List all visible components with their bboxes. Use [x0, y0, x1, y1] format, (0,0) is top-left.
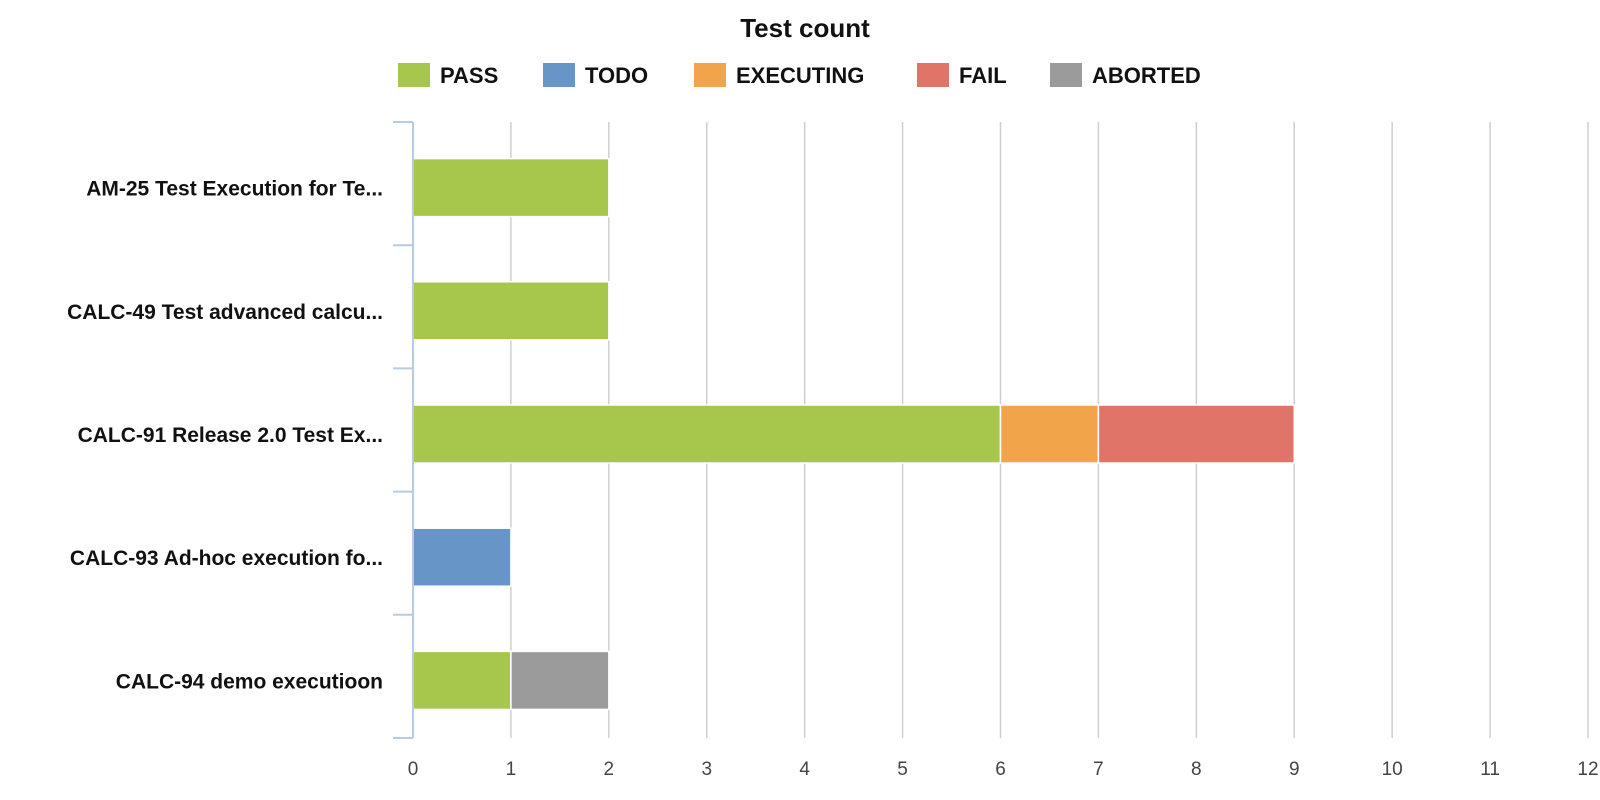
bar-row	[412, 281, 610, 341]
bar-segment-pass[interactable]	[412, 404, 1002, 464]
x-tick-label: 1	[506, 759, 517, 780]
bar-row	[412, 527, 512, 587]
category-label: CALC-93 Ad-hoc execution fo...	[70, 547, 383, 570]
category-label: CALC-94 demo executioon	[116, 670, 383, 693]
bar-segment-pass[interactable]	[412, 650, 512, 711]
x-tick-label: 11	[1480, 759, 1500, 780]
legend-label: ABORTED	[1092, 63, 1201, 88]
legend-swatch	[917, 63, 949, 87]
legend: PASS TODO EXECUTING FAIL ABORTED	[398, 63, 1201, 88]
bar-segment-aborted[interactable]	[510, 650, 610, 711]
bar-row	[412, 650, 610, 711]
category-label: AM-25 Test Execution for Te...	[86, 178, 383, 201]
bar-row	[412, 404, 1295, 464]
chart-title: Test count	[740, 13, 870, 43]
legend-label: TODO	[585, 63, 648, 88]
x-tick-label: 10	[1382, 759, 1403, 780]
x-tick-label: 2	[604, 759, 615, 780]
x-tick-label: 7	[1093, 759, 1104, 780]
legend-swatch	[694, 63, 726, 87]
legend-label: EXECUTING	[736, 63, 864, 88]
legend-item-pass[interactable]: PASS	[398, 63, 498, 88]
legend-swatch	[1050, 63, 1082, 87]
legend-label: FAIL	[959, 63, 1007, 88]
bar-segment-pass[interactable]	[412, 281, 610, 341]
bar-segment-pass[interactable]	[412, 157, 610, 218]
legend-item-executing[interactable]: EXECUTING	[694, 63, 864, 88]
category-labels: AM-25 Test Execution for Te... CALC-49 Te…	[67, 178, 383, 694]
x-tick-label: 8	[1191, 759, 1202, 780]
x-tick-label: 9	[1289, 759, 1300, 780]
legend-item-aborted[interactable]: ABORTED	[1050, 63, 1201, 88]
legend-item-todo[interactable]: TODO	[543, 63, 648, 88]
legend-swatch	[398, 63, 430, 87]
bar-row	[412, 157, 610, 218]
category-label: CALC-91 Release 2.0 Test Ex...	[78, 424, 383, 447]
x-tick-label: 5	[897, 759, 908, 780]
legend-item-fail[interactable]: FAIL	[917, 63, 1007, 88]
bar-segment-todo[interactable]	[412, 527, 512, 587]
category-axis	[393, 121, 414, 739]
x-tick-labels: 0 1 2 3 4 5 6 7 8 9 10 11 12	[408, 759, 1599, 780]
x-tick-label: 0	[408, 759, 419, 780]
bars	[412, 157, 1295, 711]
x-tick-label: 6	[995, 759, 1006, 780]
x-tick-label: 12	[1577, 759, 1598, 780]
legend-swatch	[543, 63, 575, 87]
bar-segment-executing[interactable]	[999, 404, 1100, 464]
bar-segment-fail[interactable]	[1097, 404, 1295, 464]
x-tick-label: 4	[799, 759, 810, 780]
x-tick-label: 3	[701, 759, 712, 780]
legend-label: PASS	[440, 63, 498, 88]
category-label: CALC-49 Test advanced calcu...	[67, 301, 383, 324]
